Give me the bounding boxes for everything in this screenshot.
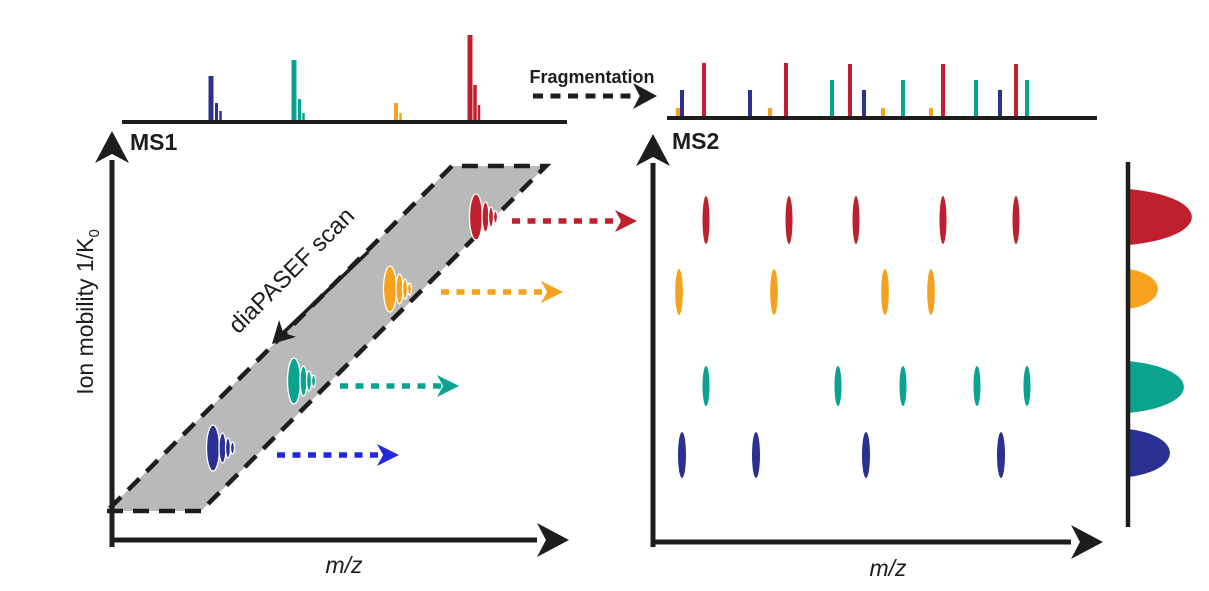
fragment-ion-red <box>1012 196 1020 244</box>
fragment-ion-teal <box>899 366 907 406</box>
ms2-panel-label: MS2 <box>672 128 719 154</box>
ms2-spectrum-peak-red <box>1014 64 1018 118</box>
mobility-peak-teal <box>1128 361 1184 413</box>
fragment-ion-teal <box>1023 366 1031 406</box>
ms2-spectrum-peak-red <box>848 64 852 118</box>
ion-mobility-axis-text: Ion mobility 1/K <box>72 237 98 395</box>
mz-axis-label-ms2: m/z <box>869 555 907 581</box>
precursor-cluster-blue <box>229 441 236 455</box>
precursor-cluster-blue <box>224 437 232 459</box>
precursor-cluster-orange <box>382 265 398 313</box>
ion-mobility-axis-label: Ion mobility 1/K0 <box>72 229 103 395</box>
ms1-spectrum-peak-red <box>473 85 477 122</box>
ms1-spectrum-peak-teal <box>291 60 297 122</box>
diapasef-scan-arrow-head <box>272 319 297 344</box>
fragment-ion-red <box>785 196 793 244</box>
ms2-spectrum-peak-orange <box>929 108 933 118</box>
ms1-spectrum-peak-teal <box>302 113 305 122</box>
ms2-spectrum-peak-blue <box>680 90 684 118</box>
ion-mobility-axis-subscript: 0 <box>86 229 103 237</box>
precursor-cluster-red <box>487 206 495 228</box>
ms2-y-axis-arrowhead <box>636 134 670 166</box>
ms2-spectrum-peak-red <box>941 64 945 118</box>
ms1-spectrum-peak-red <box>477 105 481 122</box>
ms2-x-axis-arrowhead <box>1071 525 1103 559</box>
ms1-spectrum-peak-blue <box>215 103 218 122</box>
ms2-spectrum-peak-orange <box>768 108 772 118</box>
fragment-ion-orange <box>675 269 683 315</box>
fragment-ion-teal <box>702 366 710 406</box>
ms2-spectrum-peak-blue <box>862 90 866 118</box>
mobility-peak-red <box>1128 189 1192 245</box>
ms2-spectrum-peak-red <box>784 63 788 118</box>
precursor-cluster-orange <box>401 278 409 300</box>
fragment-ion-red <box>939 196 947 244</box>
fragment-ion-orange <box>927 269 935 315</box>
diapasef-scan-arrow-line <box>281 250 370 335</box>
ms2-spectrum-peak-blue <box>748 90 752 118</box>
precursor-cluster-teal <box>305 370 313 392</box>
transfer-arrow-head-red <box>615 210 637 232</box>
ms1-spectrum-peak-blue <box>208 76 214 122</box>
fragment-ion-teal <box>973 366 981 406</box>
mobility-peak-blue <box>1128 429 1170 477</box>
precursor-cluster-teal <box>310 374 317 388</box>
transfer-arrow-head-teal <box>437 375 459 397</box>
fragment-ion-red <box>702 196 710 244</box>
fragment-ion-teal <box>834 366 842 406</box>
transfer-arrow-head-blue <box>377 444 399 466</box>
ms2-spectrum-peak-teal <box>1025 80 1029 118</box>
precursor-cluster-red <box>492 210 499 224</box>
ms2-spectrum-peak-red <box>702 63 706 118</box>
fragment-ion-red <box>852 196 860 244</box>
fragmentation-label: Fragmentation <box>529 67 654 87</box>
fragment-ion-blue <box>752 432 760 478</box>
fragment-ion-orange <box>770 269 778 315</box>
ms1-spectrum-peak-red <box>467 35 473 122</box>
ms1-panel-label: MS1 <box>130 129 178 155</box>
precursor-cluster-orange <box>406 282 413 296</box>
ms1-spectrum-peak-orange <box>399 113 402 122</box>
ms2-spectrum-peak-teal <box>974 80 978 118</box>
fragment-ion-blue <box>997 432 1005 478</box>
ms2-spectrum-peak-teal <box>830 80 834 118</box>
ms1-spectrum-peak-blue <box>219 111 222 122</box>
precursor-cluster-teal <box>286 357 302 405</box>
ms1-spectrum-peak-orange <box>394 103 398 122</box>
ms1-y-axis-arrowhead <box>95 131 129 163</box>
precursor-cluster-blue <box>205 424 221 472</box>
transfer-arrow-head-orange <box>541 281 563 303</box>
mz-axis-label-ms1: m/z <box>325 552 363 578</box>
ms1-x-axis-arrowhead <box>537 523 569 557</box>
precursor-cluster-red <box>468 193 484 241</box>
fragmentation-arrow-head <box>633 83 657 109</box>
ms2-spectrum-peak-blue <box>998 90 1002 118</box>
ms2-spectrum-peak-orange <box>881 108 885 118</box>
render-layer <box>95 35 1192 559</box>
fragment-ion-blue <box>678 432 686 478</box>
mobility-peak-orange <box>1128 269 1158 309</box>
fragment-ion-orange <box>881 269 889 315</box>
fragment-ion-blue <box>862 432 870 478</box>
ms2-spectrum-peak-orange <box>676 108 680 118</box>
ms1-spectrum-peak-teal <box>298 99 301 122</box>
ms2-spectrum-peak-teal <box>901 80 905 118</box>
